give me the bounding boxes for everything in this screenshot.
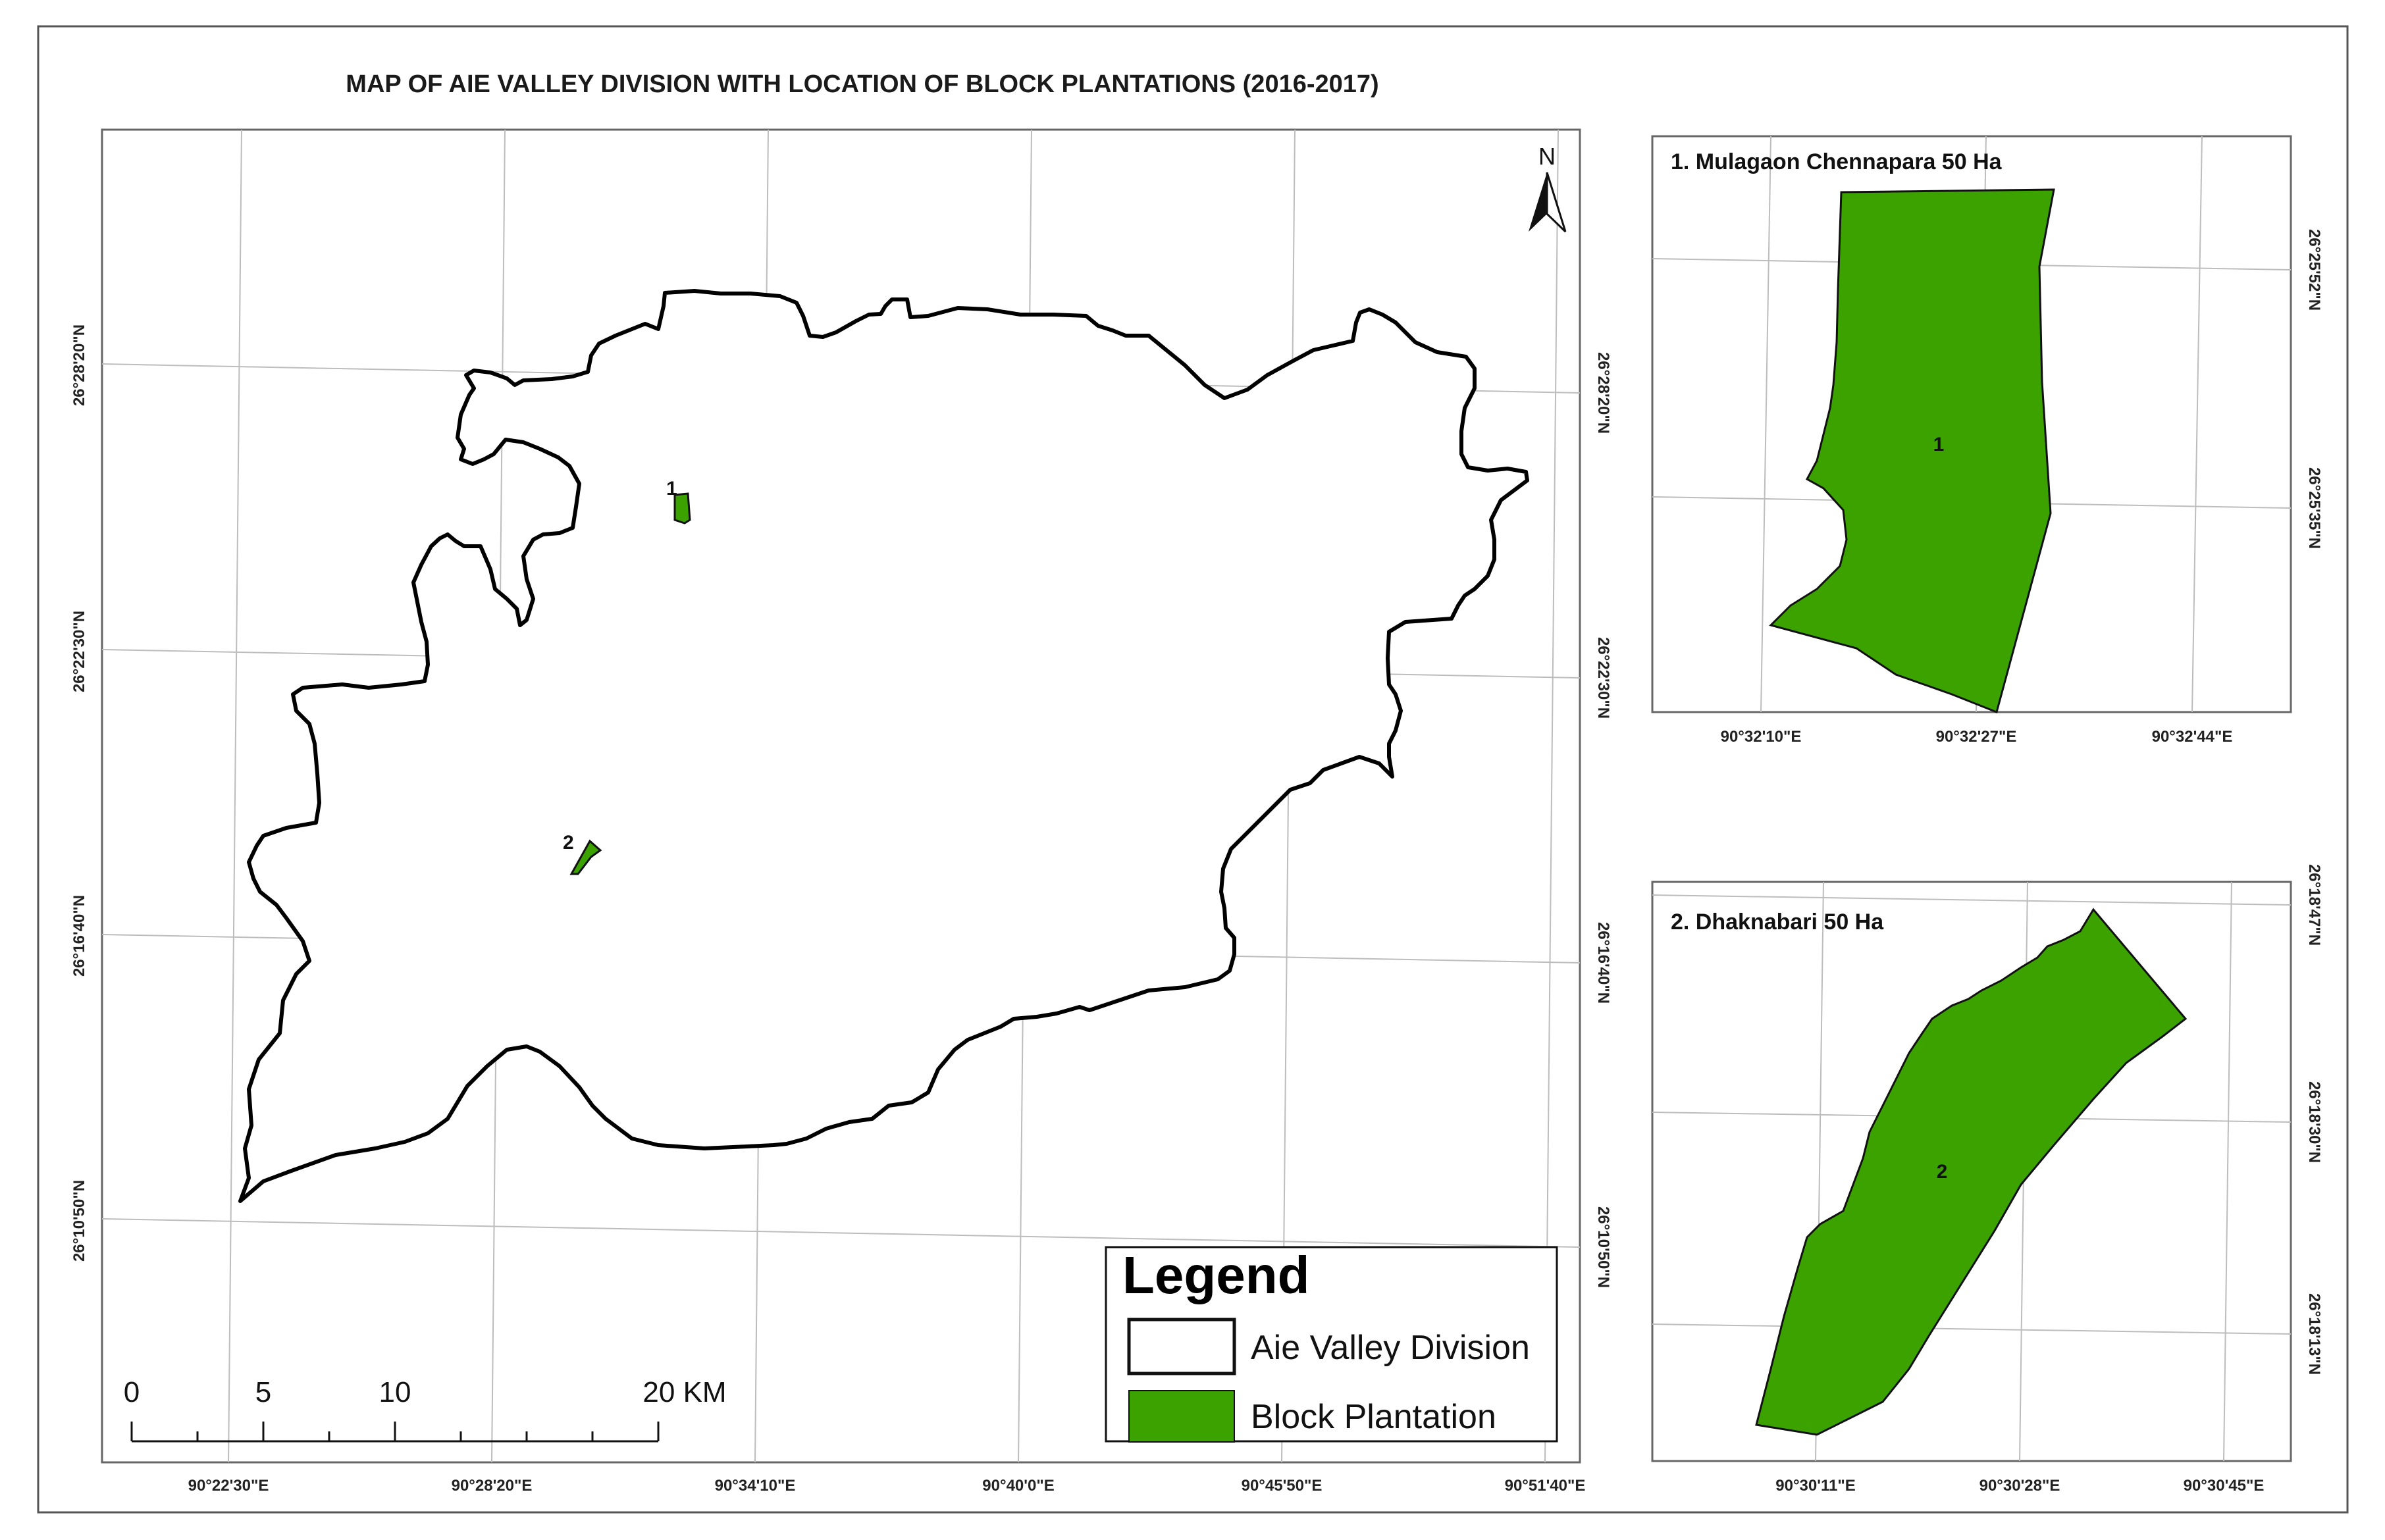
inset-map-1: 1 1. Mulagaon Chennapara 50 Ha 90°32'10"… (1651, 135, 2323, 746)
scale-label-10: 10 (379, 1376, 411, 1408)
svg-text:26°25'52"N: 26°25'52"N (2305, 229, 2323, 311)
scale-bar: 0 5 10 20 KM (124, 1376, 727, 1443)
svg-text:90°30'28"E: 90°30'28"E (1979, 1477, 2060, 1495)
inset-2-title: 2. Dhaknabari 50 Ha (1671, 910, 1884, 935)
scale-label-20: 20 KM (642, 1376, 726, 1408)
inset-2-label: 2 (1937, 1161, 1948, 1183)
scale-label-5: 5 (255, 1376, 271, 1408)
svg-text:26°28'20"N: 26°28'20"N (70, 324, 88, 406)
svg-text:26°25'35"N: 26°25'35"N (2305, 467, 2323, 549)
scale-label-0: 0 (124, 1376, 140, 1408)
north-label: N (1538, 143, 1556, 170)
svg-text:90°40'0"E: 90°40'0"E (982, 1477, 1054, 1495)
legend-title: Legend (1122, 1246, 1309, 1304)
marker-1-label: 1 (666, 478, 677, 500)
svg-text:90°51'40"E: 90°51'40"E (1505, 1477, 1586, 1495)
svg-text:90°28'20"E: 90°28'20"E (452, 1477, 533, 1495)
svg-text:26°10'50"N: 26°10'50"N (70, 1180, 88, 1262)
svg-text:26°18'30"N: 26°18'30"N (2305, 1081, 2323, 1163)
svg-text:90°30'45"E: 90°30'45"E (2184, 1477, 2265, 1495)
svg-text:90°32'27"E: 90°32'27"E (1936, 728, 2017, 746)
svg-text:26°10'50"N: 26°10'50"N (1594, 1206, 1612, 1288)
map-title: MAP OF AIE VALLEY DIVISION WITH LOCATION… (346, 70, 1378, 98)
plantation-patch-2 (569, 839, 602, 875)
aie-valley-division-boundary (238, 289, 1529, 1203)
page-frame (37, 25, 2349, 1514)
inset-2-grid (1652, 882, 2291, 1461)
inset-1-title: 1. Mulagaon Chennapara 50 Ha (1671, 149, 2003, 174)
main-lat-labels-right: 26°28'20"N 26°22'30"N 26°16'40"N 26°10'5… (1594, 352, 1612, 1288)
svg-text:26°16'40"N: 26°16'40"N (70, 895, 88, 977)
legend-swatch-plantation (1128, 1390, 1235, 1443)
svg-text:26°16'40"N: 26°16'40"N (1594, 922, 1612, 1004)
legend-item-plantation: Block Plantation (1251, 1398, 1496, 1436)
marker-2-label: 2 (563, 832, 574, 854)
svg-text:26°22'30"N: 26°22'30"N (70, 611, 88, 692)
svg-text:26°18'47"N: 26°18'47"N (2305, 864, 2323, 946)
svg-text:90°22'30"E: 90°22'30"E (188, 1477, 269, 1495)
north-arrow-icon: N (1529, 143, 1567, 233)
inset-1-label: 1 (1933, 434, 1945, 455)
plantation-2-shape (1755, 908, 2188, 1436)
svg-text:90°32'10"E: 90°32'10"E (1721, 728, 1802, 746)
plantation-1-shape (1769, 188, 2055, 714)
legend-swatch-division (1127, 1318, 1236, 1375)
main-lat-labels-left: 26°28'20"N 26°22'30"N 26°16'40"N 26°10'5… (70, 324, 88, 1262)
svg-text:90°30'11"E: 90°30'11"E (1775, 1477, 1855, 1495)
legend-item-division: Aie Valley Division (1251, 1329, 1530, 1367)
main-map: 1 2 N 90°22'30"E 90°28'20"E 90°34'10"E 9… (70, 128, 1612, 1495)
plantation-patch-1 (673, 492, 691, 525)
svg-text:90°45'50"E: 90°45'50"E (1242, 1477, 1323, 1495)
svg-text:26°28'20"N: 26°28'20"N (1594, 352, 1612, 434)
svg-text:90°32'44"E: 90°32'44"E (2152, 728, 2233, 746)
svg-text:26°22'30"N: 26°22'30"N (1594, 637, 1612, 719)
inset-map-2: 2 2. Dhaknabari 50 Ha 90°30'11"E 90°30'2… (1651, 864, 2323, 1495)
main-lon-labels: 90°22'30"E 90°28'20"E 90°34'10"E 90°40'0… (188, 1477, 1586, 1495)
legend: Legend Aie Valley Division Block Plantat… (1105, 1246, 1558, 1443)
svg-text:26°18'13"N: 26°18'13"N (2305, 1293, 2323, 1375)
svg-text:90°34'10"E: 90°34'10"E (715, 1477, 796, 1495)
